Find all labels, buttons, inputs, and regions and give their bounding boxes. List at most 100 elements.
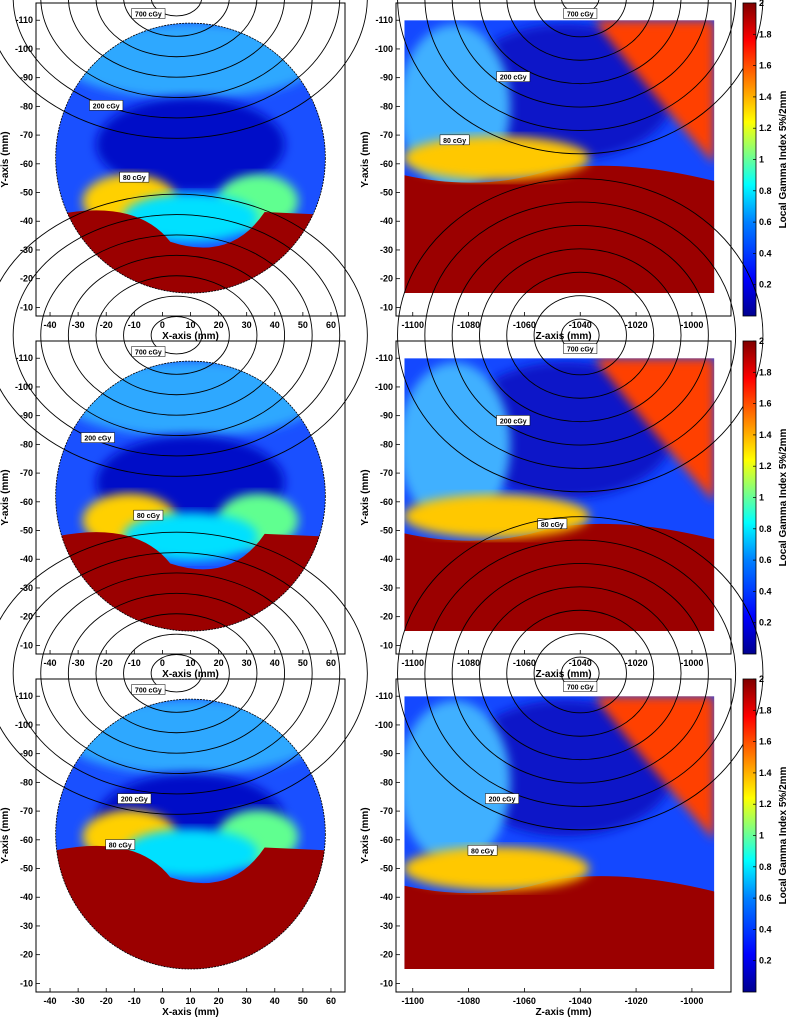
fail-region: [404, 165, 715, 294]
dose-label-box: [133, 509, 164, 521]
dose-label: 200 cGy: [485, 793, 520, 804]
x-tick-label: 20: [214, 996, 224, 1006]
x-tick-label: -1000: [680, 320, 703, 330]
colorbar-tick-label: 1: [759, 493, 764, 503]
x-tick-label: 50: [298, 320, 308, 330]
y-tick-label: -50: [20, 526, 33, 536]
x-tick-label: -1000: [680, 658, 703, 668]
x-tick-label: 0: [160, 320, 165, 330]
colorbar-tick-label: 1.6: [759, 737, 772, 747]
colorbar-tick-label: 0.6: [759, 893, 772, 903]
dose-label-box: [131, 8, 166, 19]
x-tick-label: 0: [160, 658, 165, 668]
x-tick-label: -40: [44, 658, 57, 668]
panel-r1-right: -1100 -1080 -1060 -1040 -1020 -1000 -110 -100 -9…: [360, 0, 764, 342]
dose-label: 700 cGy: [131, 8, 166, 19]
colorbar-tick-label: 1.6: [759, 399, 772, 409]
x-tick-label: -1100: [401, 658, 424, 668]
y-tick-label: -110: [15, 15, 33, 25]
y-tick-label: -90: [20, 411, 33, 421]
dose-label-text: 200 cGy: [500, 418, 527, 425]
x-tick-label: 30: [242, 320, 252, 330]
dose-label: 80 cGy: [105, 839, 136, 850]
y-tick-label: -50: [20, 188, 33, 198]
y-tick-label: -30: [380, 921, 393, 931]
y-tick-label: -20: [20, 950, 33, 960]
colorbar-tick-label: 1.4: [759, 430, 772, 440]
y-tick-label: -40: [380, 892, 393, 902]
colorbar: 0.2 0.4 0.6 0.8 1 1.2 1.4 1.6 1.8 2 Local Gamma In…: [742, 674, 789, 993]
colorbar-label: Local Gamma Index 5%/2mm: [778, 766, 789, 904]
fail-region: [404, 876, 715, 970]
dose-label: 700 cGy: [131, 346, 166, 357]
y-tick-label: -20: [380, 950, 393, 960]
y-tick-label: -40: [20, 554, 33, 564]
x-tick-label: 50: [298, 996, 308, 1006]
y-axis-label: Y-axis (mm): [0, 131, 11, 187]
x-tick-label: -1040: [569, 996, 592, 1006]
x-tick-label: 50: [298, 658, 308, 668]
dose-label: 200 cGy: [117, 793, 152, 804]
colorbar-tick-label: 0.4: [759, 248, 772, 258]
x-tick-label: -1060: [513, 658, 536, 668]
x-tick-label: -10: [128, 658, 141, 668]
dose-label: 200 cGy: [496, 415, 531, 426]
colorbar-tick-label: 1.4: [759, 768, 772, 778]
x-tick-label: 40: [270, 996, 280, 1006]
colorbar-tick-label: 1.4: [759, 92, 772, 102]
colorbar: 0.2 0.4 0.6 0.8 1 1.2 1.4 1.6 1.8 2 Local Gamma In…: [742, 336, 789, 655]
dose-label-text: 200 cGy: [500, 75, 527, 82]
dose-label: 80 cGy: [467, 845, 498, 856]
y-tick-label: -100: [15, 382, 33, 392]
dose-label: 700 cGy: [563, 681, 598, 692]
y-tick-label: -80: [380, 439, 393, 449]
colorbar-tick-label: 0.2: [759, 956, 772, 966]
x-axis-label: X-axis (mm): [162, 1007, 219, 1017]
colorbar-tick-label: 1: [759, 831, 764, 841]
colorbar-tick-label: 0.4: [759, 586, 772, 596]
x-tick-label: -1080: [457, 658, 480, 668]
dose-label-box: [105, 839, 136, 850]
colorbar-tick-label: 2: [759, 674, 764, 684]
x-tick-label: -1060: [513, 320, 536, 330]
x-tick-label: 30: [242, 996, 252, 1006]
y-axis-label: Y-axis (mm): [360, 469, 371, 525]
dose-label-text: 700 cGy: [135, 687, 162, 694]
y-tick-label: -50: [380, 864, 393, 874]
x-tick-label: 40: [270, 320, 280, 330]
y-tick-label: -40: [380, 554, 393, 564]
y-tick-label: -70: [380, 130, 393, 140]
phantom-outline: [55, 22, 326, 294]
y-tick-label: -100: [375, 720, 393, 730]
x-tick-label: -40: [44, 320, 57, 330]
x-tick-label: -20: [100, 658, 113, 668]
y-tick-label: -60: [20, 159, 33, 169]
dose-label-text: 700 cGy: [567, 11, 594, 18]
y-tick-label: -60: [380, 159, 393, 169]
phantom-gamma-map: [404, 20, 715, 294]
x-tick-label: 60: [326, 996, 336, 1006]
y-tick-label: -100: [375, 44, 393, 54]
y-tick-label: -70: [20, 130, 33, 140]
colorbar-tick-label: 1.2: [759, 461, 772, 471]
dose-label: 700 cGy: [563, 8, 598, 19]
x-axis-label: X-axis (mm): [162, 331, 219, 342]
dose-contours: [397, 516, 764, 831]
dose-label-text: 200 cGy: [489, 797, 516, 804]
y-tick-label: -20: [20, 274, 33, 284]
y-tick-label: -20: [380, 612, 393, 622]
x-tick-label: -1100: [401, 320, 424, 330]
x-tick-label: 40: [270, 658, 280, 668]
dose-label-text: 80 cGy: [541, 522, 564, 529]
dose-label: 200 cGy: [80, 432, 115, 443]
colorbar-tick-label: 1.8: [759, 29, 772, 39]
y-tick-label: -90: [20, 749, 33, 759]
y-tick-label: -90: [20, 73, 33, 83]
dose-label-box: [496, 415, 531, 426]
y-tick-label: -80: [380, 101, 393, 111]
y-tick-label: -40: [20, 216, 33, 226]
dose-label-box: [80, 432, 115, 443]
y-tick-label: -10: [20, 640, 33, 650]
colorbar-tick-label: 0.2: [759, 618, 772, 628]
